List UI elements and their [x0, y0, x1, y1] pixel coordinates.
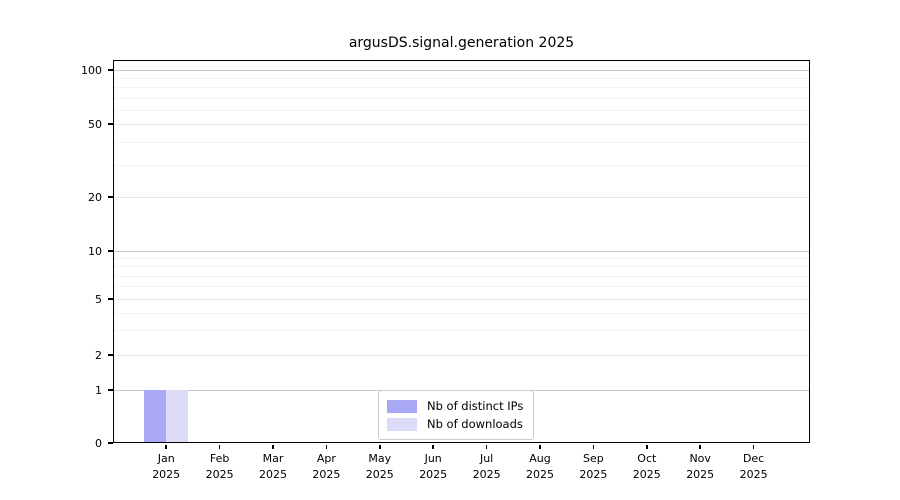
x-tick-month: Jan [157, 452, 175, 465]
y-tick-mark [108, 389, 113, 391]
x-tick-year: 2025 [205, 467, 234, 481]
gridline-minor [114, 164, 809, 166]
x-tick-year: 2025 [632, 467, 661, 481]
y-tick-label: 5 [95, 292, 102, 306]
y-tick-mark [108, 442, 113, 444]
legend-item-distinct-ips: Nb of distinct IPs [387, 398, 523, 414]
x-tick-month: Dec [742, 452, 765, 465]
x-tick-month: Sep [583, 452, 604, 465]
x-tick-year: 2025 [259, 467, 287, 481]
x-tick-mark [752, 444, 755, 449]
x-tick-year: 2025 [312, 467, 341, 481]
gridline-minor [114, 330, 809, 332]
y-tick-mark [108, 69, 113, 71]
x-tick-mark [485, 444, 488, 449]
x-tick-label: Dec 2025 [722, 451, 786, 482]
x-tick-label: Aug 2025 [508, 451, 572, 482]
x-tick-mark [379, 444, 381, 449]
gridline-minor [114, 78, 809, 80]
gridline-major [114, 197, 809, 198]
gridline-major [114, 299, 809, 300]
legend-item-downloads: Nb of downloads [387, 416, 523, 432]
x-tick-mark [539, 444, 541, 449]
gridline-major [114, 124, 809, 125]
x-tick-label: Jun 2025 [401, 451, 465, 482]
x-tick-year: 2025 [579, 467, 608, 481]
bar-downloads [166, 390, 189, 443]
x-tick-label: Jan 2025 [134, 451, 198, 482]
y-tick-label: 10 [88, 244, 102, 258]
x-tick-mark [432, 444, 434, 449]
gridline-minor [114, 275, 809, 277]
y-tick-label: 0 [95, 436, 102, 450]
bar-distinct-ips [144, 390, 167, 443]
x-tick-mark [699, 444, 701, 449]
gridline-minor [114, 266, 809, 268]
x-tick-month: Apr [316, 452, 336, 465]
y-tick-mark [108, 196, 113, 198]
y-tick-mark [108, 123, 113, 125]
y-tick-label: 20 [88, 190, 102, 204]
x-tick-label: Apr 2025 [294, 451, 358, 482]
chart-title: argusDS.signal.generation 2025 [348, 35, 575, 51]
gridline-major [114, 70, 809, 71]
gridline-minor [114, 286, 809, 288]
x-tick-month: Nov [689, 452, 711, 465]
legend: Nb of distinct IPs Nb of downloads [378, 390, 535, 440]
x-tick-month: Oct [637, 452, 657, 465]
x-tick-label: May 2025 [348, 451, 412, 482]
x-tick-month: May [368, 452, 392, 465]
legend-label-downloads: Nb of downloads [427, 417, 523, 431]
x-tick-year: 2025 [365, 467, 394, 481]
gridline-minor [114, 109, 809, 111]
gridline-major [114, 251, 809, 252]
gridline-minor [114, 312, 809, 314]
legend-swatch-distinct-ips-icon [387, 399, 417, 413]
legend-label-distinct-ips: Nb of distinct IPs [427, 399, 524, 413]
x-tick-label: Mar 2025 [241, 451, 305, 482]
x-tick-month: Feb [209, 452, 230, 465]
y-tick-label: 100 [81, 63, 102, 77]
gridline-minor [114, 258, 809, 260]
x-tick-year: 2025 [739, 467, 768, 481]
y-tick-mark [108, 354, 113, 356]
gridline-minor [114, 97, 809, 99]
x-tick-year: 2025 [526, 467, 554, 481]
x-tick-mark [325, 444, 328, 449]
gridline-minor [114, 87, 809, 89]
x-tick-label: Sep 2025 [561, 451, 625, 482]
y-tick-label: 1 [95, 383, 102, 397]
x-tick-year: 2025 [686, 467, 715, 481]
x-tick-month: Mar [262, 452, 284, 465]
x-tick-mark [218, 444, 221, 449]
x-tick-label: Feb 2025 [188, 451, 252, 482]
y-tick-label: 50 [88, 117, 102, 131]
y-tick-mark [108, 250, 113, 252]
legend-swatch-downloads-icon [387, 417, 417, 431]
gridline-major [114, 355, 809, 356]
x-tick-label: Jul 2025 [455, 451, 519, 482]
x-tick-label: Nov 2025 [668, 451, 732, 482]
x-tick-mark [272, 444, 274, 449]
y-tick-label: 2 [95, 348, 102, 362]
x-tick-month: Jun [424, 452, 442, 465]
x-tick-mark [165, 444, 167, 449]
gridline-minor [114, 141, 809, 143]
x-tick-year: 2025 [472, 467, 501, 481]
x-tick-mark [592, 444, 595, 449]
x-tick-month: Aug [529, 452, 551, 465]
x-tick-year: 2025 [419, 467, 448, 481]
x-tick-year: 2025 [152, 467, 181, 481]
x-tick-label: Oct 2025 [615, 451, 679, 482]
y-tick-mark [108, 298, 113, 300]
x-tick-mark [646, 444, 648, 449]
x-tick-month: Jul [479, 452, 494, 465]
